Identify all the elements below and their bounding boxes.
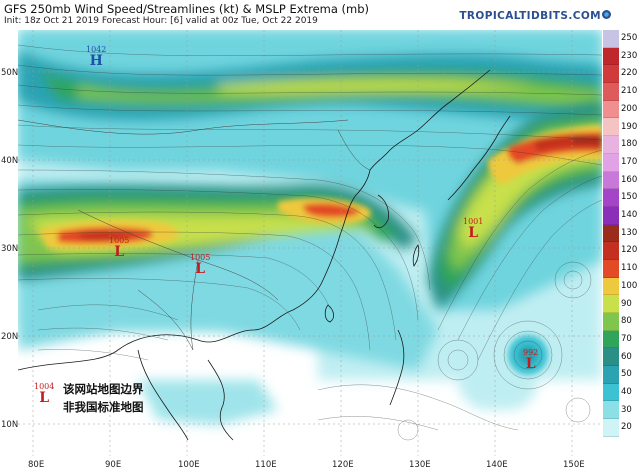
colorbar-swatch	[603, 65, 619, 84]
pressure-value: 1042	[86, 45, 107, 54]
lon-label-90e: 90E	[105, 460, 122, 470]
colorbar-swatch	[603, 242, 619, 260]
colorbar-label: 230	[621, 50, 638, 61]
lat-label-20n: 20N	[1, 332, 19, 342]
country-borders	[18, 119, 371, 351]
colorbar-label: 210	[621, 86, 638, 97]
colorbar-label: 120	[621, 245, 638, 256]
lat-label-30n: 30N	[1, 244, 19, 254]
colorbar-label: 70	[621, 333, 632, 344]
colorbar-label: 40	[621, 387, 632, 397]
typhoon-low-center: 992 L	[523, 348, 539, 372]
colorbar-label: 110	[621, 263, 638, 274]
colorbar-label: 30	[621, 404, 632, 415]
lon-label-140e: 140E	[486, 460, 508, 470]
notice-line-1: 该网站地图边界	[63, 382, 144, 396]
colorbar-label: 90	[621, 298, 632, 309]
lon-label-80e: 80E	[28, 460, 45, 470]
jet-core-central	[278, 198, 372, 224]
colorbar-label: 80	[621, 316, 632, 327]
lat-label-10n: 10N	[1, 420, 19, 430]
lon-label-110e: 110E	[255, 460, 277, 470]
lon-label-120e: 120E	[332, 460, 354, 470]
colorbar-label: 140	[621, 210, 638, 220]
colorbar-swatch	[603, 259, 619, 278]
lon-label-100e: 100E	[178, 460, 200, 470]
colorbar-label: 250	[621, 33, 638, 43]
low-pressure-center: 1005 L	[109, 236, 130, 260]
low-symbol: L	[114, 244, 125, 260]
low-symbol: L	[468, 225, 479, 241]
colorbar-swatch	[603, 189, 619, 207]
pressure-value: 1001	[463, 217, 484, 226]
map-boundary-notice: 该网站地图边界 非我国标准地图	[63, 380, 144, 416]
colorbar-swatch	[603, 330, 619, 349]
colorbar-swatch	[603, 136, 619, 154]
colorbar-swatch	[603, 348, 619, 367]
low-pressure-center: 1001 L	[463, 217, 484, 241]
high-symbol: H	[89, 53, 103, 69]
lat-label-40n: 40N	[1, 156, 19, 166]
lon-label-150e: 150E	[563, 460, 585, 470]
colorbar-label: 130	[621, 227, 638, 238]
map-subtitle: Init: 18z Oct 21 2019 Forecast Hour: [6]…	[4, 16, 318, 26]
map-title: GFS 250mb Wind Speed/Streamlines (kt) & …	[4, 2, 370, 16]
low-pressure-center: 1005 L	[190, 253, 211, 277]
colorbar-swatch	[603, 47, 619, 66]
colorbar-label: 150	[621, 192, 638, 203]
colorbar-swatch	[603, 224, 619, 243]
colorbar-label: 160	[621, 174, 638, 185]
colorbar-swatch	[603, 30, 619, 48]
notice-line-2: 非我国标准地图	[63, 400, 144, 414]
colorbar-swatch	[603, 118, 619, 137]
wind-speed-field	[18, 30, 602, 456]
colorbar-swatch	[603, 277, 619, 296]
colorbar-swatch	[603, 153, 619, 172]
site-watermark: TROPICALTIDBITS.COM	[459, 10, 601, 22]
lat-label-50n: 50N	[1, 68, 19, 78]
colorbar-label: 190	[621, 121, 638, 132]
colorbar-label: 200	[621, 103, 638, 114]
colorbar-swatch	[603, 100, 619, 119]
colorbar	[603, 30, 619, 437]
colorbar-label: 170	[621, 156, 638, 167]
colorbar-swatch	[603, 83, 619, 101]
jet-core-west	[38, 220, 179, 249]
low-pressure-center: 1004 L	[34, 382, 55, 406]
japan-jet-core	[488, 125, 602, 185]
colorbar-swatch	[603, 313, 619, 331]
colorbar-swatch	[603, 295, 619, 313]
pressure-value: 1005	[109, 236, 130, 245]
colorbar-label: 20	[621, 422, 632, 433]
pressure-value: 1004	[34, 382, 55, 391]
site-logo-icon	[602, 10, 611, 19]
wind-map	[18, 30, 602, 456]
lon-label-130e: 130E	[409, 460, 431, 470]
colorbar-swatch	[603, 419, 619, 437]
colorbar-label: 180	[621, 139, 638, 150]
pressure-value: 992	[523, 348, 539, 357]
lat-lon-grid	[18, 30, 602, 456]
low-symbol: L	[39, 390, 50, 406]
map-header: GFS 250mb Wind Speed/Streamlines (kt) & …	[0, 0, 639, 30]
colorbar-label: 100	[621, 280, 638, 291]
colorbar-swatch	[603, 206, 619, 225]
high-pressure-center: 1042 H	[86, 45, 107, 69]
colorbar-swatch	[603, 401, 619, 420]
colorbar-swatch	[603, 366, 619, 384]
coastlines	[18, 69, 511, 441]
low-symbol: L	[525, 356, 536, 372]
colorbar-label: 50	[621, 369, 632, 380]
colorbar-label: 220	[621, 68, 638, 79]
colorbar-swatch	[603, 171, 619, 190]
colorbar-swatch	[603, 383, 619, 402]
colorbar-label: 60	[621, 351, 632, 362]
pressure-value: 1005	[190, 253, 211, 262]
streamlines	[18, 44, 602, 441]
low-symbol: L	[195, 261, 206, 277]
